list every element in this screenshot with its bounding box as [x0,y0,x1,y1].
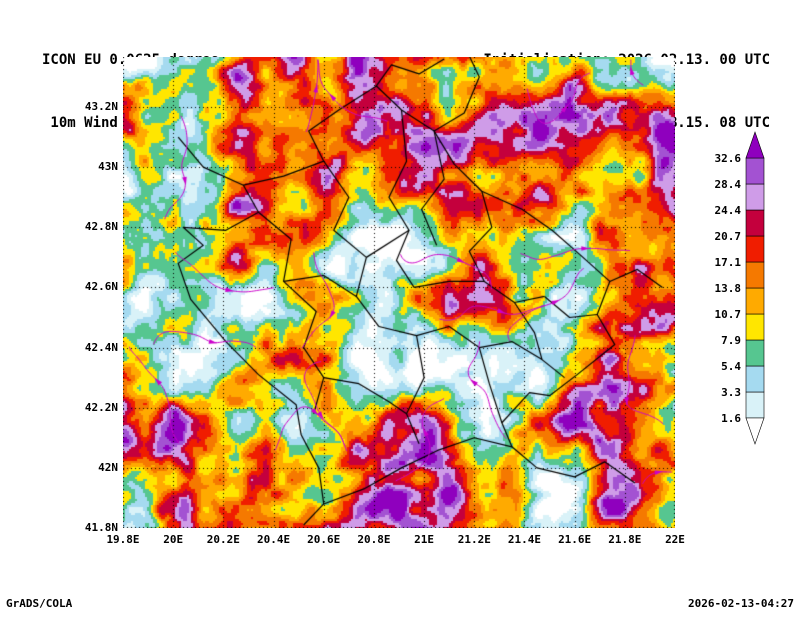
lat-tick-label: 42.8N [84,220,118,234]
colorbar-tick-label: 5.4 [721,360,741,373]
colorbar-band [745,157,765,185]
lat-tick-label: 43.2N [84,100,118,114]
colorbar-band [745,287,765,315]
colorbar-band [745,261,765,289]
colorbar-tick-label: 13.8 [715,282,742,295]
lat-tick-label: 42.4N [84,340,118,354]
colorbar-tick-label: 7.9 [721,334,741,347]
lon-tick-label: 19.8E [106,533,140,546]
lon-tick-label: 21.8E [608,533,642,546]
colorbar-tick-label: 17.1 [715,256,742,269]
lat-tick-label: 42N [98,460,118,474]
colorbar-tick-label: 20.7 [715,230,742,243]
colorbar-tick-label: 3.3 [721,386,741,399]
lon-tick-label: 20E [163,533,184,546]
colorbar-tick-label: 10.7 [715,308,742,321]
lon-tick-label: 22E [665,533,685,546]
colorbar-below-arrow [745,417,765,445]
colorbar-above-arrow [745,131,765,159]
lat-tick-label: 42.2N [84,400,118,414]
colorbar-band [745,209,765,237]
colorbar: 1.6 3.3 5.4 7.9 10.7 13.8 17.1 20.7 24.4 28.4 32.6 [715,131,765,445]
credit: GrADS/COLA [6,597,73,610]
colorbar-band [745,235,765,263]
generated-timestamp: 2026-02-13-04:27 [688,597,794,610]
lat-tick-label: 42.6N [84,280,118,294]
lon-tick-label: 21.6E [558,533,592,546]
lon-tick-label: 20.8E [357,533,391,546]
colorbar-tick-label: 1.6 [721,412,741,425]
lon-tick-label: 21E [414,533,435,546]
colorbar-band [745,391,765,419]
colorbar-band [745,313,765,341]
lon-tick-label: 20.2E [206,533,240,546]
lon-tick-label: 20.6E [307,533,341,546]
colorbar-tick-label: 28.4 [715,178,742,191]
colorbar-band [745,183,765,211]
lon-tick-label: 21.2E [457,533,491,546]
colorbar-tick-label: 24.4 [715,204,742,217]
colorbar-band [745,339,765,367]
lon-tick-label: 21.4E [507,533,542,546]
wind-field-map [123,57,675,528]
lon-tick-label: 20.4E [256,533,291,546]
lat-tick-label: 43N [98,160,118,174]
colorbar-band [745,365,765,393]
lat-tick-label: 41.8N [84,521,118,534]
colorbar-tick-label: 32.6 [715,152,742,165]
